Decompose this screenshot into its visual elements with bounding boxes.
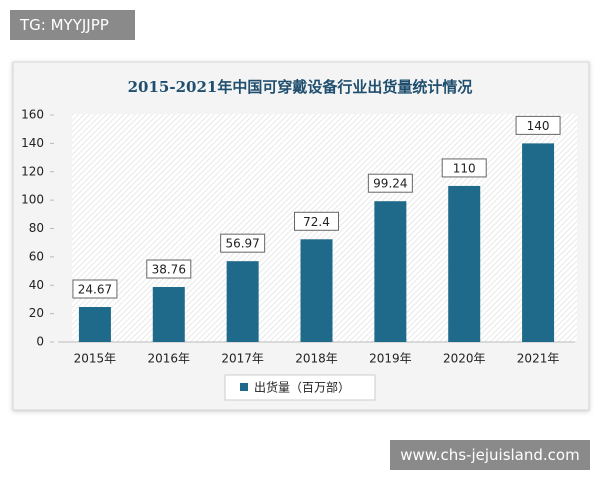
y-tick-label: 140 <box>21 136 44 150</box>
x-tick-label: 2018年 <box>295 352 338 366</box>
bar <box>374 201 407 342</box>
bar <box>78 306 111 342</box>
watermark: www.chs-jejuisland.com <box>390 440 590 470</box>
x-tick-label: 2017年 <box>221 352 264 366</box>
y-tick-label: 60 <box>29 249 44 263</box>
bar <box>226 261 259 342</box>
value-label-box <box>515 115 561 135</box>
value-label: 99.24 <box>373 177 407 191</box>
value-label: 24.67 <box>78 282 112 296</box>
y-tick-label: 20 <box>29 306 44 320</box>
legend-swatch <box>240 383 248 391</box>
legend: 出货量（百万部） <box>224 374 376 401</box>
value-label-box <box>220 233 266 253</box>
x-tick-label: 2016年 <box>148 352 191 366</box>
y-tick-label: 120 <box>21 164 44 178</box>
value-label: 56.97 <box>225 237 259 251</box>
value-label-box <box>146 259 192 279</box>
y-tick-label: 100 <box>21 193 44 207</box>
value-label: 38.76 <box>152 263 186 277</box>
chart-title: 2015-2021年中国可穿戴设备行业出货量统计情况 <box>128 78 473 96</box>
bar <box>448 185 481 342</box>
value-label-box <box>294 211 339 231</box>
x-tick-label: 2019年 <box>369 352 412 366</box>
y-tick-label: 40 <box>29 278 44 292</box>
bar <box>300 239 333 342</box>
value-label-box <box>367 173 413 193</box>
y-tick-label: 0 <box>36 335 44 349</box>
value-label-box <box>72 279 118 299</box>
legend-box <box>224 374 376 401</box>
x-tick-label: 2015年 <box>74 352 117 366</box>
bar <box>522 143 555 342</box>
watermark: TG: MYYJJPP <box>10 10 135 40</box>
y-tick-label: 160 <box>21 108 44 122</box>
value-label: 140 <box>527 119 550 133</box>
value-label: 72.4 <box>303 215 330 229</box>
y-tick-label: 80 <box>29 221 44 235</box>
bar <box>152 287 185 342</box>
x-tick-label: 2021年 <box>517 352 560 366</box>
value-label-box <box>441 158 487 178</box>
value-label: 110 <box>453 161 476 175</box>
legend-label: 出货量（百万部） <box>254 380 350 395</box>
x-tick-label: 2020年 <box>443 352 486 366</box>
